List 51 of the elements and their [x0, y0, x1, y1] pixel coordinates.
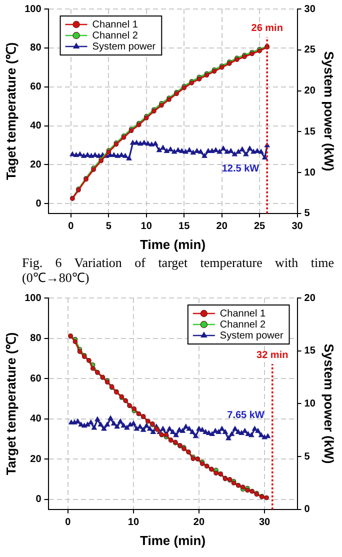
y2-tick-label: 5	[304, 208, 310, 220]
y-tick-label: 80	[30, 42, 42, 54]
x-tick-label: 10	[140, 221, 152, 232]
legend-label: Channel 1	[92, 19, 138, 30]
y2-tick-label: 20	[304, 86, 316, 97]
y-tick-label: 40	[30, 414, 42, 425]
y-axis-title: Taget temperature (℃)	[3, 42, 18, 180]
y-tick-label: 100	[24, 292, 42, 304]
y2-tick-label: 15	[304, 126, 316, 138]
ref-line-label: 32 min	[256, 350, 288, 361]
y-tick-label: 20	[30, 454, 42, 465]
legend-label: Channel 1	[220, 308, 266, 320]
x-tick-label: 10	[128, 517, 140, 528]
annotation: 12.5 kW	[222, 164, 260, 175]
y-tick-label: 80	[30, 333, 42, 344]
y2-tick-label: 10	[304, 398, 316, 410]
annotation: 7.65 kW	[227, 410, 265, 422]
y-tick-label: 60	[30, 82, 42, 93]
x-tick-label: 15	[178, 221, 190, 232]
legend-label: Channel 2	[92, 30, 138, 42]
x-tick-label: 20	[193, 517, 205, 528]
ref-line-label: 26 min	[251, 22, 283, 34]
x-tick-label: 0	[65, 517, 72, 528]
x-tick-label: 5	[106, 221, 112, 232]
legend-label: System power	[220, 330, 284, 342]
y-tick-label: 40	[30, 120, 42, 132]
x-tick-label: 30	[292, 221, 304, 232]
y2-tick-label: 15	[304, 346, 316, 357]
y-tick-label: 0	[36, 198, 42, 210]
x-axis-title: Time (min)	[140, 532, 206, 548]
x-tick-label: 20	[216, 221, 228, 232]
y-tick-label: 0	[36, 494, 42, 506]
y2-tick-label: 10	[304, 167, 316, 178]
y2-axis-title: System power (kW)	[322, 344, 337, 464]
caption: Fig. 6 Variation of target temperature with time (0℃→80℃)	[21, 255, 335, 287]
y2-tick-label: 5	[304, 451, 310, 462]
x-axis-title: Time (min)	[140, 236, 206, 252]
y2-axis-title: System power (kW)	[322, 51, 337, 172]
legend-label: Channel 2	[220, 319, 266, 330]
y-tick-label: 20	[30, 159, 42, 170]
y2-tick-label: 20	[304, 292, 316, 304]
y-tick-label: 100	[24, 4, 42, 15]
y2-tick-label: 0	[304, 504, 310, 516]
x-tick-label: 0	[68, 221, 74, 232]
y-axis-title: Target temperature (℃)	[3, 332, 18, 476]
y-tick-label: 60	[30, 373, 42, 384]
y2-tick-label: 30	[304, 4, 316, 15]
x-tick-label: 25	[254, 221, 266, 232]
x-tick-label: 30	[258, 517, 271, 528]
y2-tick-label: 25	[304, 44, 316, 56]
legend-label: System power	[92, 41, 156, 52]
